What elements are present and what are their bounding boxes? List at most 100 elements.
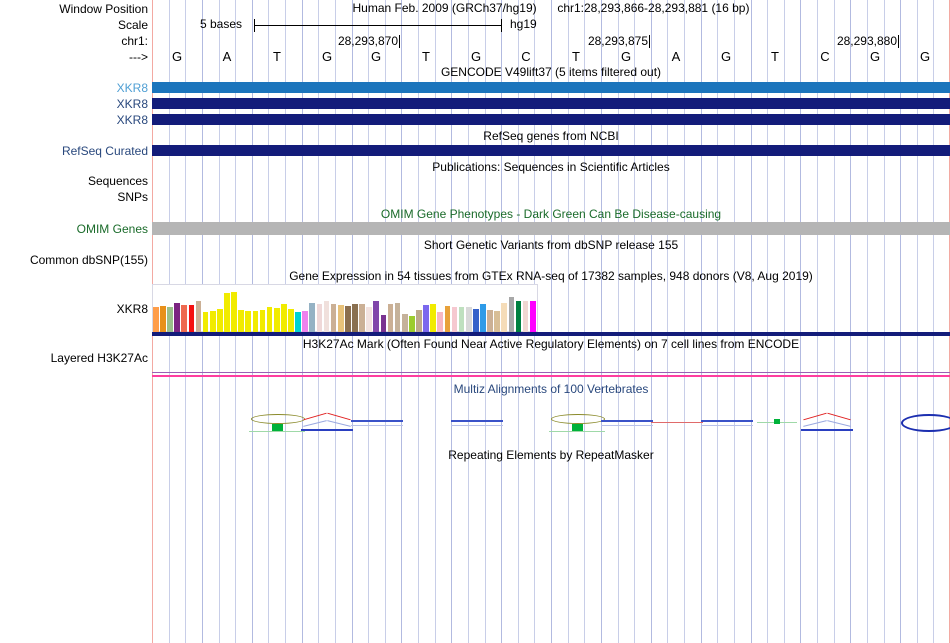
sidebar-item-refseq-curated[interactable]: RefSeq Curated	[61, 144, 148, 158]
gtex-tissue-bar[interactable]	[501, 303, 508, 333]
gtex-tissue-bar[interactable]	[316, 304, 323, 333]
sidebar-item-gtex-xkr8[interactable]: XKR8	[116, 302, 148, 316]
gtex-tissue-bar[interactable]	[288, 309, 294, 333]
gtex-tissue-bar[interactable]	[529, 301, 536, 333]
phylop-red-peak-left	[803, 412, 827, 421]
gtex-tissue-bar[interactable]	[209, 311, 216, 333]
gtex-tissue-bar[interactable]	[231, 292, 237, 333]
omim-genes-bar[interactable]	[152, 222, 950, 235]
gtex-tissue-bar[interactable]	[245, 311, 252, 333]
phylop-loop	[251, 414, 305, 424]
gtex-tissue-bar[interactable]	[188, 305, 195, 333]
phylop-red-peak-right	[827, 412, 851, 421]
gtex-tissue-bar[interactable]	[387, 304, 394, 333]
sidebar-item-gencode-xkr8-3[interactable]: XKR8	[116, 113, 148, 127]
track-data-area[interactable]: Human Feb. 2009 (GRCh37/hg19) chr1:28,29…	[152, 0, 950, 643]
gtex-tissue-bar[interactable]	[295, 312, 301, 333]
gtex-tissue-bar[interactable]	[181, 305, 188, 333]
gtex-tissue-bar[interactable]	[359, 304, 365, 333]
phylop-baseline	[249, 431, 305, 432]
sidebar-item-omim-genes[interactable]: OMIM Genes	[76, 222, 148, 236]
reference-base: T	[273, 49, 281, 64]
gtex-tissue-bar[interactable]	[330, 304, 337, 333]
gtex-tissue-bar[interactable]	[153, 307, 159, 333]
gtex-tissue-bar[interactable]	[480, 304, 486, 333]
gtex-tissue-bar[interactable]	[309, 303, 316, 333]
gtex-tissue-bar[interactable]	[423, 305, 429, 333]
phylop-blue-flat-top	[701, 420, 753, 422]
gtex-tissue-bar[interactable]	[202, 312, 209, 333]
gencode-center-label: GENCODE V49lift37 (5 items filtered out)	[440, 65, 662, 79]
phylop-conservation-plot[interactable]	[152, 398, 950, 446]
sidebar-item-snps[interactable]: SNPs	[117, 190, 148, 204]
gtex-tissue-bar[interactable]	[437, 312, 444, 333]
reference-base: C	[820, 49, 830, 64]
gencode-transcript-bar-3[interactable]	[152, 114, 950, 125]
reference-base: G	[919, 49, 931, 64]
gtex-tissue-bar[interactable]	[224, 293, 230, 333]
gtex-tissue-bar[interactable]	[444, 306, 451, 333]
gtex-tissue-bar[interactable]	[430, 304, 437, 333]
gtex-tissue-bar[interactable]	[515, 301, 522, 333]
gencode-transcript-bar-2[interactable]	[152, 98, 950, 109]
gtex-bar-chart[interactable]	[153, 285, 537, 333]
gtex-tissue-bar[interactable]	[451, 307, 458, 333]
phylop-baseline	[549, 431, 605, 432]
gtex-tissue-bar[interactable]	[238, 310, 245, 333]
gtex-tissue-bar[interactable]	[259, 310, 266, 333]
gtex-tissue-bar[interactable]	[302, 311, 309, 333]
sidebar-item-gencode-xkr8-1[interactable]: XKR8	[116, 81, 148, 95]
multiz-alignment-block[interactable]	[152, 473, 950, 598]
gtex-tissue-bar[interactable]	[522, 301, 529, 333]
refseq-center-label: RefSeq genes from NCBI	[483, 129, 619, 143]
gtex-tissue-bar[interactable]	[458, 307, 465, 333]
sidebar-item-common-dbsnp[interactable]: Common dbSNP(155)	[29, 253, 148, 267]
gtex-tissue-bar[interactable]	[345, 306, 351, 333]
gtex-tissue-bar[interactable]	[323, 301, 330, 333]
gtex-tissue-bar[interactable]	[473, 309, 479, 333]
gtex-tissue-bar[interactable]	[252, 311, 259, 333]
ruler-position-1: 28,293,875	[587, 34, 648, 48]
gtex-tissue-bar[interactable]	[401, 314, 408, 333]
gtex-tissue-bar[interactable]	[373, 301, 380, 333]
gtex-chart-frame[interactable]	[152, 284, 538, 333]
reference-base: T	[422, 49, 430, 64]
sidebar-item-sequences[interactable]: Sequences	[87, 174, 148, 188]
phylop-blue-peak-right	[327, 420, 351, 427]
phylop-green-dot	[774, 419, 780, 424]
gtex-tissue-bar[interactable]	[494, 311, 501, 333]
refseq-curated-bar[interactable]	[152, 145, 950, 156]
reference-base: C	[521, 49, 531, 64]
reference-base: G	[370, 49, 382, 64]
ruler-row: 28,293,870 28,293,875 28,293,880	[152, 34, 950, 50]
sidebar-item-gencode-xkr8-2[interactable]: XKR8	[116, 97, 148, 111]
strand-arrow-label: --->	[129, 50, 148, 64]
ruler-tick-0	[399, 35, 400, 48]
gtex-tissue-bar[interactable]	[281, 304, 287, 333]
gtex-tissue-bar[interactable]	[394, 303, 401, 333]
gtex-tissue-bar[interactable]	[273, 308, 280, 333]
dbsnp-center-label: Short Genetic Variants from dbSNP releas…	[423, 238, 679, 252]
reference-base: G	[620, 49, 632, 64]
sidebar-item-layered-h3k27ac[interactable]: Layered H3K27Ac	[50, 351, 148, 365]
gtex-tissue-bar[interactable]	[487, 310, 493, 333]
track-label-column: Window Position Scale chr1: ---> XKR8 XK…	[0, 0, 152, 643]
gtex-tissue-bar[interactable]	[195, 301, 202, 333]
gtex-tissue-bar[interactable]	[409, 316, 415, 333]
gtex-tissue-bar[interactable]	[337, 305, 344, 333]
gtex-tissue-bar[interactable]	[416, 310, 422, 333]
gtex-tissue-bar[interactable]	[266, 307, 273, 333]
gtex-tissue-bar[interactable]	[174, 303, 181, 333]
chrom-label: chr1:	[121, 34, 148, 48]
gtex-tissue-bar[interactable]	[352, 304, 358, 333]
gtex-tissue-bar[interactable]	[465, 307, 472, 333]
gtex-tissue-bar[interactable]	[160, 306, 166, 333]
gtex-tissue-bar[interactable]	[217, 309, 223, 333]
gtex-tissue-bar[interactable]	[366, 307, 373, 333]
gencode-transcript-bar-1[interactable]	[152, 82, 950, 93]
gtex-tissue-bar[interactable]	[167, 307, 173, 333]
gtex-tissue-bar[interactable]	[508, 297, 515, 333]
gtex-tissue-bar[interactable]	[380, 315, 387, 333]
db-name: hg19	[510, 17, 537, 31]
